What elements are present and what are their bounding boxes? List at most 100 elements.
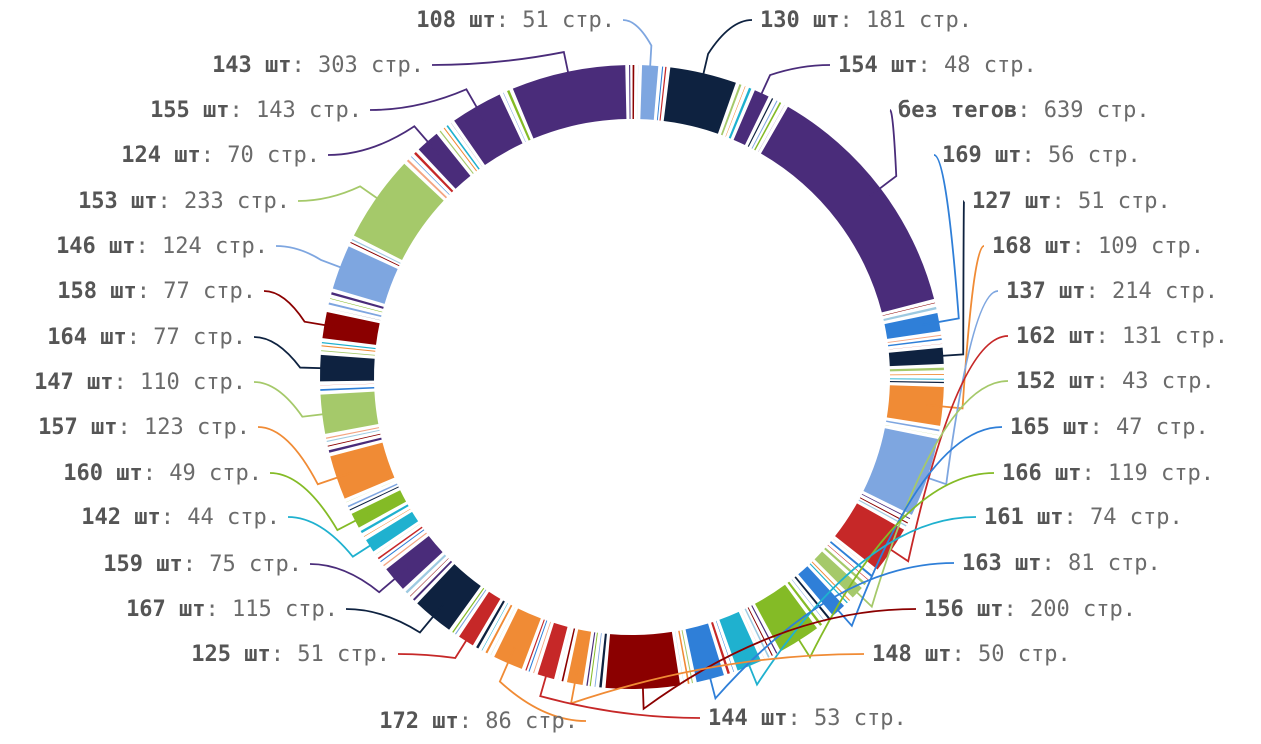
segment-value: : 214 стр. xyxy=(1085,279,1217,304)
segment-label: 144 шт: 53 стр. xyxy=(708,706,907,731)
segment-label: 127 шт: 51 стр. xyxy=(972,189,1171,214)
segment-167-шт xyxy=(417,564,481,630)
segment-sliver xyxy=(328,437,382,453)
segment-sliver xyxy=(889,381,944,384)
segment-tag: 163 шт xyxy=(962,551,1041,576)
segment-164-шт xyxy=(319,354,375,382)
leader-line xyxy=(826,426,1003,628)
segment-label: 142 шт: 44 стр. xyxy=(81,505,280,530)
segment-sliver xyxy=(888,343,943,350)
segment-label: 160 шт: 49 стр. xyxy=(63,461,262,486)
segment-label: 130 шт: 181 стр. xyxy=(760,8,972,33)
segment-sliver xyxy=(629,65,631,120)
segment-tag: 161 шт xyxy=(984,505,1063,530)
segment-sliver xyxy=(747,607,773,656)
segment-124-шт xyxy=(418,133,471,189)
leader-line xyxy=(910,290,999,486)
leader-line xyxy=(698,19,753,91)
segment-value: : 51 стр. xyxy=(271,642,390,667)
segment-tag: 124 шт xyxy=(121,143,200,168)
segment-tag: 125 шт xyxy=(191,642,270,667)
segment-label: 165 шт: 47 стр. xyxy=(1010,415,1209,440)
segment-value: : 131 стр. xyxy=(1095,324,1227,349)
segment-label: 146 шт: 124 стр. xyxy=(56,234,268,259)
segment-sliver xyxy=(377,526,423,560)
segment-value: : 123 стр. xyxy=(118,415,250,440)
segment-label: 166 шт: 119 стр. xyxy=(1002,461,1214,486)
segment-sliver xyxy=(405,554,447,594)
segment-sliver xyxy=(375,523,420,555)
segment-sliver xyxy=(383,532,427,567)
segment-value: : 70 стр. xyxy=(201,143,320,168)
segment-144-шт xyxy=(537,622,568,680)
segment-value: : 43 стр. xyxy=(1095,369,1214,394)
leader-line xyxy=(539,660,701,719)
segment-sliver xyxy=(883,306,937,321)
segment-sliver xyxy=(758,104,785,152)
segment-sliver xyxy=(528,620,548,672)
segment-value: : 81 стр. xyxy=(1041,551,1160,576)
segment-sliver xyxy=(858,499,907,527)
segment-sliver xyxy=(744,608,770,658)
segment-sliver xyxy=(503,92,526,143)
segment-label: 157 шт: 123 стр. xyxy=(38,415,250,440)
segment-sliver xyxy=(674,631,685,685)
leader-line xyxy=(275,245,357,274)
segment-sliver xyxy=(711,621,730,675)
segment-sliver xyxy=(525,619,545,671)
segment-sliver xyxy=(346,480,396,503)
segment-sliver xyxy=(409,558,449,597)
segment-108-шт xyxy=(640,65,659,120)
segment-value: : 44 стр. xyxy=(161,505,280,530)
segment-label: 163 шт: 81 стр. xyxy=(962,551,1161,576)
segment-142-шт xyxy=(366,511,419,552)
segment-label: 148 шт: 50 стр. xyxy=(872,642,1071,667)
leader-line xyxy=(309,563,408,594)
leader-line xyxy=(397,626,476,660)
segment-sliver xyxy=(411,156,450,195)
leader-line xyxy=(327,125,440,156)
segment-tag: 142 шт xyxy=(81,505,160,530)
segment-tag: 144 шт xyxy=(708,706,787,731)
segment-sliver xyxy=(481,603,509,651)
leader-line xyxy=(569,653,865,705)
segment-tag: 166 шт xyxy=(1002,461,1081,486)
segment-sliver xyxy=(320,387,375,391)
segment-label: 143 шт: 303 стр. xyxy=(212,53,424,78)
segment-label: 156 шт: 200 стр. xyxy=(924,597,1136,622)
segment-tag: 156 шт xyxy=(924,597,1003,622)
leader-line xyxy=(926,200,965,358)
segment-147-шт xyxy=(320,391,379,434)
leader-line xyxy=(705,562,955,701)
segment-label: 125 шт: 51 стр. xyxy=(191,642,390,667)
segment-label: 153 шт: 233 стр. xyxy=(78,189,290,214)
segment-value: : 77 стр. xyxy=(137,279,256,304)
segment-130-шт xyxy=(663,67,736,134)
leader-line xyxy=(876,335,1009,563)
segment-sliver xyxy=(325,427,380,439)
segment-sliver xyxy=(321,341,376,350)
leader-line xyxy=(641,608,917,711)
segment-sliver xyxy=(720,84,742,136)
segment-value: : 77 стр. xyxy=(127,325,246,350)
segment-tag: 159 шт xyxy=(103,552,182,577)
segment-tag: без тегов xyxy=(898,98,1017,123)
segment-sliver xyxy=(328,302,382,318)
segment-168-шт xyxy=(886,385,944,426)
segment-sliver xyxy=(889,373,944,376)
segment-sliver xyxy=(327,433,381,447)
segment-value: : 50 стр. xyxy=(951,642,1070,667)
segment-162-шт xyxy=(835,503,905,570)
segment-sliver xyxy=(741,610,765,660)
segment-157-шт xyxy=(330,442,395,499)
segment-sliver xyxy=(406,159,448,199)
segment-value: : 110 стр. xyxy=(114,370,246,395)
segment-169-шт xyxy=(884,312,941,339)
segment-tag: 154 шт xyxy=(838,53,917,78)
segment-sliver xyxy=(363,508,411,537)
segment-value: : 53 стр. xyxy=(787,706,906,731)
segment-sliver xyxy=(885,425,939,436)
segment-tag: 168 шт xyxy=(992,234,1071,259)
segment-sliver xyxy=(327,308,381,321)
segment-sliver xyxy=(351,238,401,264)
